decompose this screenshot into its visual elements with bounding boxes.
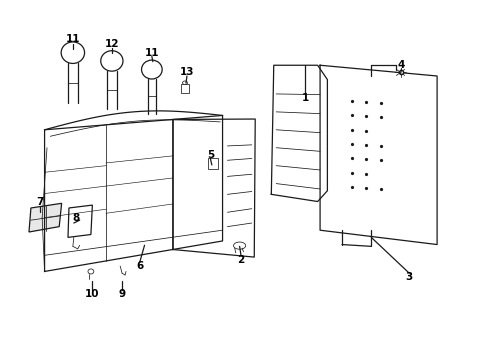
Text: 12: 12 bbox=[104, 40, 119, 49]
FancyBboxPatch shape bbox=[207, 158, 217, 169]
Text: 5: 5 bbox=[206, 150, 214, 160]
Text: 3: 3 bbox=[405, 272, 412, 282]
Ellipse shape bbox=[101, 51, 123, 71]
Text: 10: 10 bbox=[85, 289, 100, 299]
Ellipse shape bbox=[88, 269, 94, 274]
Text: 7: 7 bbox=[36, 197, 43, 207]
Ellipse shape bbox=[141, 60, 162, 79]
FancyBboxPatch shape bbox=[181, 84, 188, 93]
Text: 4: 4 bbox=[397, 60, 405, 70]
Polygon shape bbox=[29, 203, 61, 232]
Text: 13: 13 bbox=[180, 67, 194, 77]
Text: 2: 2 bbox=[237, 255, 244, 265]
Text: 1: 1 bbox=[301, 93, 308, 103]
Polygon shape bbox=[68, 205, 92, 237]
Ellipse shape bbox=[182, 81, 187, 85]
Text: 9: 9 bbox=[118, 289, 125, 299]
Ellipse shape bbox=[233, 242, 245, 249]
Text: 6: 6 bbox=[136, 261, 143, 271]
Ellipse shape bbox=[61, 42, 84, 63]
Text: 11: 11 bbox=[65, 35, 80, 44]
Text: 8: 8 bbox=[73, 213, 80, 223]
Text: 11: 11 bbox=[144, 48, 159, 58]
